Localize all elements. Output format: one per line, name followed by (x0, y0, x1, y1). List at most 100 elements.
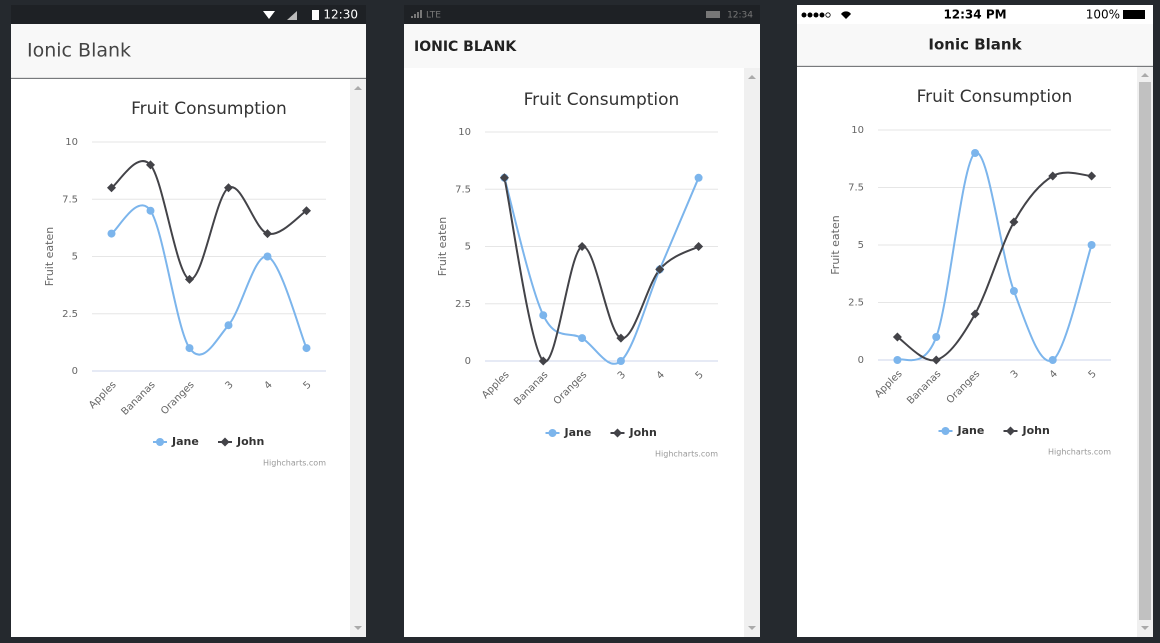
legend-label: Jane (171, 435, 199, 448)
legend-label: John (629, 426, 657, 439)
signal-dots (801, 12, 831, 18)
point-marker (655, 264, 665, 274)
header (404, 24, 760, 68)
phone-android: 12:30 Ionic Blank (11, 5, 366, 637)
wifi-icon (263, 11, 275, 19)
content (797, 67, 1153, 637)
credit: Highcharts.com (263, 459, 326, 468)
point-marker (224, 321, 233, 330)
header-title: Ionic Blank (27, 40, 131, 62)
point-marker (577, 242, 587, 251)
point-marker (499, 173, 509, 183)
point-marker (539, 311, 548, 320)
point-marker (302, 206, 311, 216)
signal-icon (287, 11, 297, 20)
header-title: Ionic Blank (928, 36, 1022, 54)
wifi-icon (841, 11, 851, 19)
point-marker (1048, 356, 1057, 364)
point-marker (694, 173, 703, 182)
y-tick-label: 10 (458, 127, 471, 138)
header-title: IONIC BLANK (414, 39, 517, 55)
status-bar (404, 5, 760, 24)
credit: Highcharts.com (1048, 448, 1111, 457)
legend-label: John (236, 435, 264, 448)
chart-title: Fruit Consumption (524, 90, 680, 110)
y-tick-label: 2.5 (62, 309, 78, 320)
point-marker (931, 355, 941, 365)
point-marker (694, 242, 704, 251)
signal-icon (411, 10, 422, 18)
phone-ios: 12:34 PM 100% Ionic Blank (797, 5, 1153, 637)
scroll-thumb[interactable] (1139, 82, 1151, 620)
point-marker (538, 356, 548, 366)
status-time: 12:30 (323, 8, 358, 22)
y-tick-label: 5 (465, 242, 471, 253)
y-tick-label: 2.5 (455, 299, 471, 310)
point-marker (892, 332, 902, 342)
legend-marker (156, 438, 164, 446)
legend-marker (941, 427, 950, 435)
battery-icon (312, 10, 319, 20)
y-tick-label: 0 (465, 356, 471, 367)
credit: Highcharts.com (655, 450, 718, 459)
point-marker (107, 183, 116, 193)
status-time: 12:34 (727, 11, 753, 21)
legend-label: John (1022, 424, 1050, 437)
chart-title: Fruit Consumption (131, 99, 287, 119)
y-tick-label: 7.5 (455, 184, 471, 195)
legend-marker (548, 429, 557, 437)
point-marker (263, 252, 272, 261)
point-marker (263, 229, 272, 239)
status-battery: 100% (1086, 8, 1120, 22)
point-marker (932, 333, 941, 341)
header (11, 24, 366, 78)
status-time: 12:34 PM (943, 8, 1006, 22)
point-marker (302, 344, 311, 353)
y-axis-label: Fruit eaten (436, 217, 449, 276)
point-marker (107, 229, 116, 238)
legend-label: Jane (957, 424, 985, 437)
point-marker (1087, 171, 1097, 181)
point-marker (185, 274, 194, 284)
point-marker (224, 183, 233, 193)
content (404, 68, 760, 637)
point-marker (578, 334, 587, 343)
point-marker (616, 357, 625, 365)
y-tick-label: 0 (858, 355, 864, 366)
point-marker (1048, 171, 1058, 181)
content (11, 79, 366, 637)
point-marker (893, 356, 902, 364)
point-marker (1009, 287, 1018, 295)
point-marker (970, 309, 980, 319)
y-tick-label: 10 (851, 125, 864, 136)
y-tick-label: 2.5 (848, 298, 864, 309)
legend-label: Jane (564, 426, 592, 439)
phone-windows: LTE 12:34 IONIC BLANK (404, 5, 760, 637)
y-tick-label: 5 (72, 252, 78, 263)
status-bar (797, 5, 1153, 24)
point-marker (971, 149, 980, 157)
scrollbar[interactable] (744, 68, 760, 637)
battery-icon (1123, 10, 1145, 19)
point-marker (146, 160, 155, 170)
point-marker (616, 333, 626, 343)
legend-marker (613, 428, 622, 438)
scrollbar[interactable] (350, 79, 366, 637)
status-network: LTE (426, 11, 441, 21)
y-axis-label: Fruit eaten (43, 227, 56, 286)
y-axis-label: Fruit eaten (829, 215, 842, 274)
y-tick-label: 10 (65, 137, 78, 148)
series-line (503, 177, 700, 365)
point-marker (185, 344, 194, 353)
battery-icon (706, 11, 720, 18)
legend-marker (220, 437, 230, 447)
chart-title: Fruit Consumption (917, 87, 1073, 107)
status-bar (11, 5, 366, 24)
y-tick-label: 7.5 (848, 183, 864, 194)
point-marker (146, 206, 155, 215)
point-marker (1087, 241, 1096, 249)
header (797, 24, 1153, 66)
y-tick-label: 7.5 (62, 194, 78, 205)
